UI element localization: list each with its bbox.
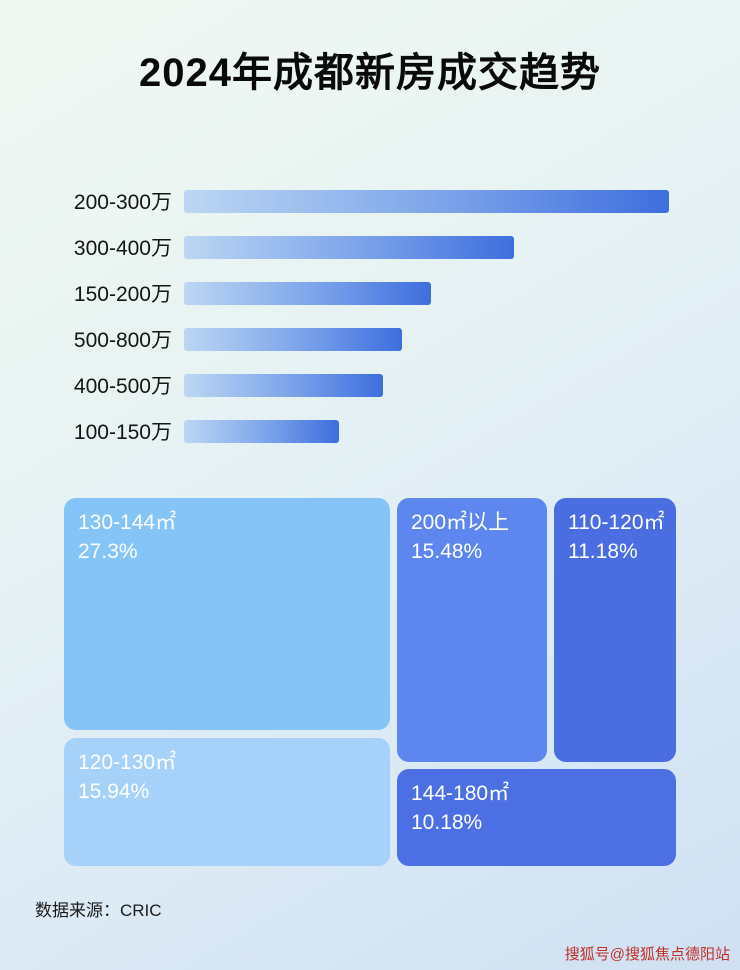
treemap-cell-200-plus: 200㎡以上 15.48% xyxy=(397,498,547,762)
bar-fill xyxy=(184,327,402,351)
bar-row-400-500: 400-500万 xyxy=(0,362,740,408)
bar-label: 500-800万 xyxy=(73,329,172,352)
cell-label: 144-180㎡ xyxy=(411,782,510,805)
bar-row-150-200: 150-200万 xyxy=(0,270,740,316)
treemap-cell-120-130: 120-130㎡ 15.94% xyxy=(64,738,390,866)
price-band-bar-chart: 200-300万 300-400万 150-200万 500-800万 400-… xyxy=(0,178,740,454)
bar-track xyxy=(184,327,740,351)
cell-value: 11.18% xyxy=(568,540,638,564)
cell-value: 10.18% xyxy=(411,811,483,835)
bar-track xyxy=(184,419,740,443)
cell-value: 15.48% xyxy=(411,540,483,564)
area-size-treemap: 130-144㎡ 27.3% 120-130㎡ 15.94% 200㎡以上 15… xyxy=(64,498,676,866)
cell-label: 110-120㎡ xyxy=(568,511,665,534)
bar-fill xyxy=(184,281,431,305)
watermark: 搜狐号@搜狐焦点德阳站 xyxy=(564,946,730,963)
cell-label: 200㎡以上 xyxy=(411,511,510,534)
bar-row-300-400: 300-400万 xyxy=(0,224,740,270)
cell-label: 130-144㎡ xyxy=(78,511,177,534)
bar-row-500-800: 500-800万 xyxy=(0,316,740,362)
bar-fill xyxy=(184,419,339,443)
bar-row-100-150: 100-150万 xyxy=(0,408,740,454)
cell-value: 15.94% xyxy=(78,780,150,804)
bar-label: 400-500万 xyxy=(73,375,172,398)
bar-fill xyxy=(184,189,669,213)
bar-label: 150-200万 xyxy=(73,283,172,306)
bar-track xyxy=(184,281,740,305)
bar-row-200-300: 200-300万 xyxy=(0,178,740,224)
data-source: 数据来源：CRIC xyxy=(35,901,162,920)
cell-value: 27.3% xyxy=(78,540,138,564)
treemap-cell-130-144: 130-144㎡ 27.3% xyxy=(64,498,390,730)
bar-label: 200-300万 xyxy=(73,191,172,214)
cell-label: 120-130㎡ xyxy=(78,751,177,774)
bar-fill xyxy=(184,235,514,259)
bar-track xyxy=(184,373,740,397)
bar-label: 300-400万 xyxy=(73,237,172,260)
bar-label: 100-150万 xyxy=(73,421,172,444)
page-title: 2024年成都新房成交趋势 xyxy=(139,51,601,95)
treemap-cell-110-120: 110-120㎡ 11.18% xyxy=(554,498,676,762)
bar-track xyxy=(184,189,740,213)
bar-fill xyxy=(184,373,383,397)
bar-track xyxy=(184,235,740,259)
treemap-cell-144-180: 144-180㎡ 10.18% xyxy=(397,769,676,866)
